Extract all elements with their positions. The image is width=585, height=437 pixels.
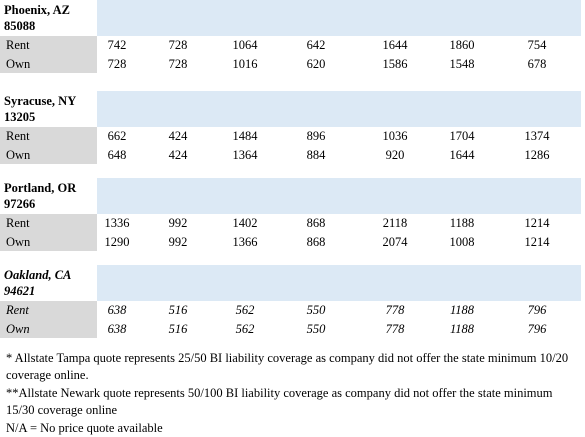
- value-cell: 1644: [382, 38, 408, 52]
- zip: 13205: [4, 110, 36, 124]
- value-cell: 562: [235, 321, 255, 336]
- zip: 94621: [4, 284, 36, 298]
- city: Oakland, CA: [4, 268, 72, 282]
- row-label-bg: [0, 127, 97, 146]
- city: Syracuse, NY: [4, 94, 77, 108]
- value-cell: 754: [527, 38, 547, 52]
- value-cell: 896: [306, 129, 326, 143]
- zip: 97266: [4, 197, 36, 211]
- value-cell: 1188: [449, 216, 475, 230]
- value-cell: 1188: [449, 321, 475, 336]
- section-header-bg: [97, 91, 581, 127]
- value-cell: 2074: [382, 234, 408, 249]
- value-cell: 1402: [232, 216, 258, 230]
- row-label: Own: [6, 321, 30, 336]
- value-cell: 2118: [382, 216, 408, 230]
- value-cell: 778: [385, 303, 405, 317]
- value-cell: 920: [385, 147, 405, 162]
- value-cell: 1586: [382, 56, 408, 71]
- value-cell: 550: [306, 321, 326, 336]
- row-label-bg: [0, 232, 97, 251]
- value-cell: 638: [107, 303, 127, 317]
- row-label-bg: [0, 54, 97, 73]
- row-label-bg: [0, 36, 97, 55]
- row-label: Rent: [6, 216, 30, 230]
- section-header-bg: [97, 0, 581, 36]
- value-cell: 648: [107, 147, 127, 162]
- row-label: Own: [6, 147, 31, 162]
- city: Portland, OR: [4, 181, 77, 195]
- value-cell: 662: [107, 129, 127, 143]
- zip: 85088: [4, 19, 36, 33]
- value-cell: 1214: [524, 234, 550, 249]
- row-label-bg: [0, 319, 97, 338]
- section-header-bg: [97, 178, 581, 214]
- value-cell: 1188: [449, 303, 475, 317]
- value-cell: 1374: [524, 129, 550, 143]
- value-cell: 1036: [382, 129, 408, 143]
- row-label: Rent: [6, 38, 30, 52]
- row-label: Rent: [6, 303, 29, 317]
- row-label-bg: [0, 301, 97, 320]
- row-label: Own: [6, 234, 31, 249]
- value-cell: 1008: [449, 234, 475, 249]
- value-cell: 678: [527, 56, 547, 71]
- value-cell: 868: [306, 234, 326, 249]
- value-cell: 516: [168, 303, 188, 317]
- footnote: **Allstate Newark quote represents 50/10…: [6, 386, 553, 417]
- value-cell: 796: [527, 321, 547, 336]
- value-cell: 1064: [232, 38, 258, 52]
- value-cell: 796: [527, 303, 547, 317]
- value-cell: 638: [107, 321, 127, 336]
- value-cell: 868: [306, 216, 326, 230]
- row-label-bg: [0, 214, 97, 233]
- value-cell: 1016: [232, 56, 258, 71]
- value-cell: 742: [107, 38, 127, 52]
- value-cell: 1364: [232, 147, 258, 162]
- section-header-bg: [97, 265, 581, 301]
- footnote: * Allstate Tampa quote represents 25/50 …: [6, 351, 569, 382]
- value-cell: 620: [306, 56, 326, 71]
- value-cell: 728: [168, 56, 188, 71]
- value-cell: 1214: [524, 216, 550, 230]
- value-cell: 1644: [449, 147, 475, 162]
- row-label: Own: [6, 56, 31, 71]
- value-cell: 424: [168, 129, 188, 143]
- value-cell: 1366: [232, 234, 258, 249]
- value-cell: 1290: [104, 234, 130, 249]
- value-cell: 1548: [449, 56, 475, 71]
- value-cell: 728: [168, 38, 188, 52]
- value-cell: 1286: [524, 147, 550, 162]
- row-label: Rent: [6, 129, 30, 143]
- value-cell: 550: [306, 303, 326, 317]
- value-cell: 1860: [449, 38, 475, 52]
- value-cell: 642: [306, 38, 326, 52]
- footnote: N/A = No price quote available: [6, 421, 163, 435]
- value-cell: 992: [168, 234, 188, 249]
- value-cell: 728: [107, 56, 127, 71]
- row-label-bg: [0, 145, 97, 164]
- city: Phoenix, AZ: [4, 3, 70, 17]
- value-cell: 424: [168, 147, 188, 162]
- value-cell: 562: [235, 303, 255, 317]
- value-cell: 1336: [104, 216, 130, 230]
- value-cell: 1484: [232, 129, 258, 143]
- value-cell: 1704: [449, 129, 475, 143]
- value-cell: 516: [168, 321, 188, 336]
- value-cell: 778: [385, 321, 405, 336]
- value-cell: 992: [168, 216, 188, 230]
- value-cell: 884: [306, 147, 326, 162]
